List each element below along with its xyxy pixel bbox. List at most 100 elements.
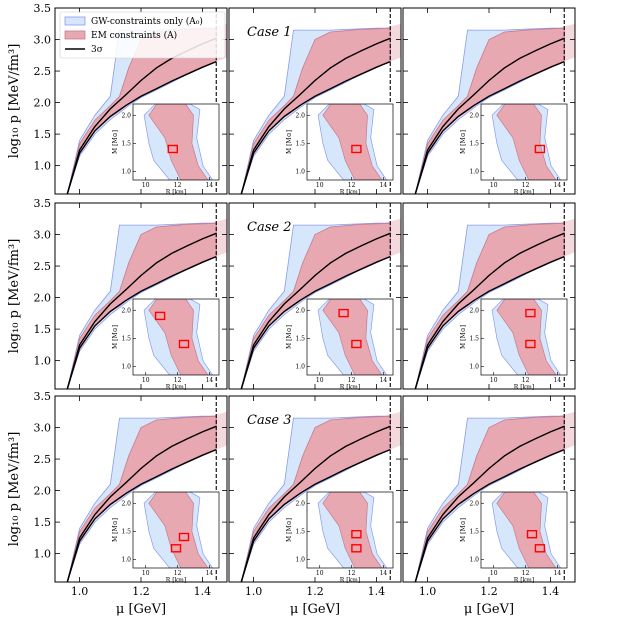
inset-x-tick-label: 12 (348, 182, 356, 189)
inset-y-tick-label: 1.0 (121, 169, 131, 176)
inset-y-tick-label: 1.5 (121, 140, 131, 147)
inset-x-tick-label: 14 (206, 377, 214, 384)
inset-frame (306, 298, 394, 376)
inset-em-region (496, 299, 557, 375)
inset-y-tick-label: 1.0 (295, 364, 305, 371)
y-tick-label: 1.0 (34, 160, 52, 173)
y-tick-label: 3.0 (34, 422, 52, 435)
inset-constraint-box (534, 144, 546, 154)
inset: 10 12 14 1.0 1.5 2.0 R [km] M [M⊙] (460, 298, 568, 391)
inset: 10 12 14 1.0 1.5 2.0 R [km] M [M⊙] (112, 103, 220, 196)
inset-x-axis-label: R [km] (514, 577, 534, 584)
inset-y-tick-label: 2.0 (121, 500, 131, 507)
inset: 10 12 14 1.0 1.5 2.0 R [km] M [M⊙] (460, 491, 568, 584)
inset-constraint-box (526, 530, 538, 539)
inset-y-tick-label: 2.0 (469, 307, 479, 314)
x-tick-label: 1.4 (542, 585, 560, 598)
inset-y-axis-label: M [M⊙] (460, 325, 467, 349)
inset: 10 12 14 1.0 1.5 2.0 R [km] M [M⊙] (286, 298, 394, 391)
inset-plot (491, 104, 562, 180)
inset-frame (480, 491, 568, 569)
y-tick-label: 2.5 (34, 260, 52, 273)
inset-y-tick-label: 1.5 (469, 528, 479, 535)
x-axis-label: μ [GeV] (290, 602, 340, 617)
inset-y-tick-label: 1.0 (469, 169, 479, 176)
panel-2-3: 10 12 14 1.0 1.5 2.0 R [km] M [M⊙] (402, 202, 576, 391)
legend-label: GW-constraints only (A₀) (91, 16, 203, 27)
inset-constraint-box (154, 311, 166, 321)
inset-constraint-box (178, 532, 190, 542)
y-tick-label: 3.0 (34, 34, 52, 47)
inset-x-axis-label: R [km] (340, 577, 360, 584)
inset-plot (317, 492, 388, 568)
three-sigma-upper-line (240, 37, 391, 194)
three-sigma-upper-line (66, 232, 217, 389)
inset-y-tick-label: 1.5 (121, 335, 131, 342)
inset-plot (491, 299, 562, 375)
plot-area (414, 203, 575, 389)
three-sigma-upper-line (414, 37, 565, 194)
inset-y-axis-label: M [M⊙] (286, 325, 293, 349)
inset: 10 12 14 1.0 1.5 2.0 R [km] M [M⊙] (286, 491, 394, 584)
inset-y-tick-label: 2.0 (121, 112, 131, 119)
x-tick-label: 1.2 (306, 585, 324, 598)
panel-3-1: 1.0 1.5 2.0 2.5 3.0 3.5 1.0 1.2 1.4 10 12 14 1.0 1.5 2… (34, 390, 228, 598)
x-axis-label: μ [GeV] (116, 602, 166, 617)
inset-em-region (496, 104, 557, 180)
inset-frame (132, 298, 220, 376)
x-tick-label: 1.4 (194, 585, 212, 598)
y-axis-label: log₁₀ p [MeV/fm³] (7, 44, 22, 159)
inset-x-tick-label: 10 (142, 570, 150, 577)
y-axis-label: log₁₀ p [MeV/fm³] (7, 432, 22, 547)
inset-x-tick-label: 14 (380, 377, 388, 384)
panel-1-3: 10 12 14 1.0 1.5 2.0 R [km] M [M⊙] (402, 7, 576, 196)
y-tick-label: 3.0 (34, 229, 52, 242)
x-tick-label: 1.4 (368, 585, 386, 598)
inset-y-tick-label: 1.5 (295, 335, 305, 342)
inset-y-axis-label: M [M⊙] (112, 130, 119, 154)
y-tick-label: 2.5 (34, 65, 52, 78)
case-label: Case 2 (247, 220, 291, 235)
inset-x-tick-label: 10 (490, 182, 498, 189)
three-sigma-lower-line (66, 60, 217, 194)
three-sigma-lower-line (240, 255, 391, 389)
inset-plot (317, 104, 388, 180)
inset-y-tick-label: 1.0 (469, 557, 479, 564)
y-tick-label: 2.0 (34, 97, 52, 110)
inset-y-tick-label: 1.0 (121, 364, 131, 371)
inset-x-tick-label: 10 (490, 377, 498, 384)
inset-y-tick-label: 1.0 (469, 364, 479, 371)
y-tick-label: 2.5 (34, 453, 52, 466)
inset-x-tick-label: 14 (380, 570, 388, 577)
panel-2-2: Case 2 10 12 14 1.0 1.5 2.0 R [km] M [M⊙] (228, 202, 402, 391)
inset-x-tick-label: 10 (316, 570, 324, 577)
inset-y-tick-label: 1.5 (469, 140, 479, 147)
y-tick-label: 3.5 (34, 197, 52, 210)
inset: 10 12 14 1.0 1.5 2.0 R [km] M [M⊙] (286, 103, 394, 196)
inset-constraint-box (178, 339, 190, 349)
x-tick-label: 1.0 (245, 585, 263, 598)
panel-3-3: 1.0 1.2 1.4 10 12 14 1.0 1.5 2.0 R [km] M [M⊙] (402, 395, 576, 598)
plot-area (240, 396, 401, 582)
inset-y-tick-label: 2.0 (469, 500, 479, 507)
y-tick-label: 1.0 (34, 355, 52, 368)
three-sigma-upper-line (414, 425, 565, 582)
y-tick-label: 1.0 (34, 548, 52, 561)
inset-x-axis-label: R [km] (340, 384, 360, 391)
inset-y-tick-label: 2.0 (469, 112, 479, 119)
three-sigma-lower-line (240, 60, 391, 194)
inset-em-region (322, 299, 383, 375)
inset-x-tick-label: 14 (554, 377, 562, 384)
inset-frame (306, 491, 394, 569)
inset-y-tick-label: 2.0 (295, 307, 305, 314)
inset-y-tick-label: 1.0 (295, 169, 305, 176)
panel-3-2: 1.0 1.2 1.4 Case 3 10 12 14 1.0 1.5 2.0 R [km] M [M… (228, 395, 402, 598)
inset-x-tick-label: 10 (316, 182, 324, 189)
inset-x-axis-label: R [km] (166, 384, 186, 391)
inset-y-tick-label: 1.0 (295, 557, 305, 564)
legend-label: EM constraints (A) (91, 30, 177, 41)
inset-plot (143, 104, 214, 180)
x-tick-label: 1.0 (71, 585, 89, 598)
inset-plot (491, 492, 562, 568)
inset-y-tick-label: 1.5 (295, 528, 305, 535)
